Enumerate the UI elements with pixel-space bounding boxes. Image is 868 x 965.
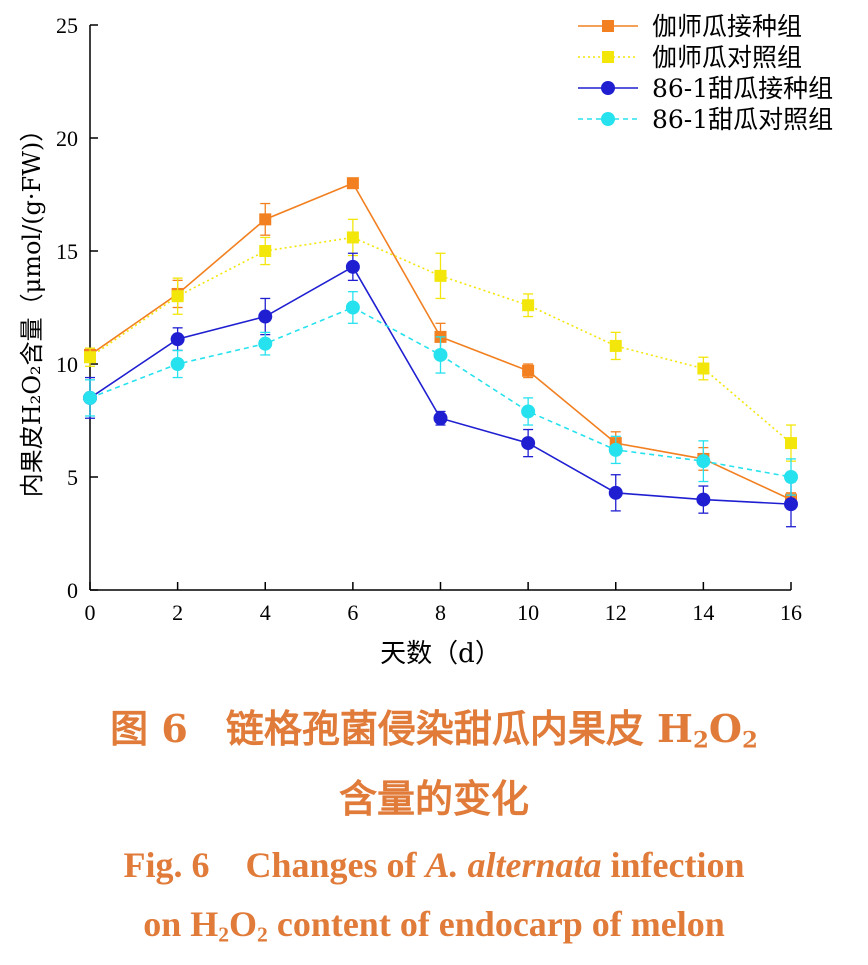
- x-tick-label: 14: [692, 600, 714, 625]
- data-point: [259, 245, 272, 257]
- x-tick-label: 2: [172, 600, 183, 625]
- series-layer: [83, 177, 798, 528]
- legend-label: 86-1甜瓜对照组: [652, 105, 833, 134]
- data-point: [697, 362, 710, 375]
- data-point: [346, 177, 359, 190]
- data-point: [345, 259, 360, 274]
- y-tick-label: 15: [56, 239, 78, 264]
- data-point: [522, 364, 535, 377]
- data-point: [258, 309, 273, 324]
- x-tick-label: 10: [517, 600, 539, 625]
- caption-zh-line-1: 图 6 链格孢菌侵染甜瓜内果皮 H2O2: [110, 706, 758, 754]
- legend-label: 86-1甜瓜接种组: [652, 74, 833, 103]
- legend-marker: [602, 20, 614, 32]
- caption-en-line-1: Fig. 6 Changes of A. alternata infection: [123, 845, 745, 885]
- series-2: [84, 218, 797, 462]
- data-point: [259, 213, 272, 226]
- legend-item-2: 伽师瓜对照组: [578, 43, 802, 72]
- y-axis-title: 内果皮H₂O₂含量（μmol/(g·FW)）: [18, 118, 46, 497]
- data-point: [521, 404, 536, 419]
- y-tick-label: 5: [67, 465, 78, 490]
- legend-item-3: 86-1甜瓜接种组: [578, 74, 833, 103]
- caption-en-line-2: on H2O2 content of endocarp of melon: [143, 904, 725, 947]
- data-point: [434, 269, 447, 282]
- y-tick-label: 25: [56, 13, 78, 38]
- data-point: [171, 290, 184, 303]
- series-4: [83, 291, 798, 496]
- data-point: [521, 436, 536, 451]
- data-point: [84, 351, 96, 364]
- x-tick-label: 6: [347, 600, 358, 625]
- legend-item-1: 伽师瓜接种组: [578, 12, 802, 41]
- y-tick-label: 0: [67, 578, 78, 603]
- data-point: [784, 497, 798, 512]
- data-point: [345, 300, 360, 315]
- data-point: [609, 339, 622, 352]
- data-point: [433, 411, 448, 426]
- caption-zh-line-2: 含量的变化: [338, 776, 529, 821]
- y-tick-label: 10: [56, 352, 78, 377]
- data-point: [608, 485, 623, 500]
- data-point: [696, 454, 711, 469]
- axes: 0 2 4 6 8 10 12 14 16 0 5 10 15 20 25 天数（d） 内果皮H₂O₂含量（μm…: [18, 13, 802, 669]
- data-point: [346, 231, 359, 244]
- legend-marker: [601, 81, 615, 95]
- legend-marker: [601, 112, 615, 126]
- data-point: [696, 492, 711, 507]
- legend-label: 伽师瓜对照组: [652, 43, 802, 72]
- data-point: [784, 470, 798, 484]
- x-axis-title: 天数（d）: [380, 639, 501, 669]
- x-tick-label: 8: [435, 600, 446, 625]
- data-point: [785, 437, 797, 450]
- legend-label: 伽师瓜接种组: [652, 12, 802, 41]
- x-tick-label: 12: [605, 600, 627, 625]
- x-tick-label: 16: [780, 600, 802, 625]
- x-tick-label: 0: [85, 600, 96, 625]
- legend-marker: [602, 51, 614, 63]
- data-point: [433, 347, 448, 362]
- data-point: [170, 357, 185, 371]
- data-point: [608, 442, 623, 457]
- legend-item-4: 86-1甜瓜对照组: [578, 105, 833, 134]
- line-chart: 0 2 4 6 8 10 12 14 16 0 5 10 15 20 25 天数（d） 内果皮H₂O₂含量（μm…: [18, 12, 833, 669]
- data-point: [522, 299, 535, 312]
- y-tick-label: 20: [56, 126, 78, 151]
- data-point: [83, 390, 97, 405]
- data-point: [170, 332, 185, 347]
- x-tick-label: 4: [260, 600, 271, 625]
- data-point: [258, 336, 273, 351]
- series-line: [89, 265, 792, 505]
